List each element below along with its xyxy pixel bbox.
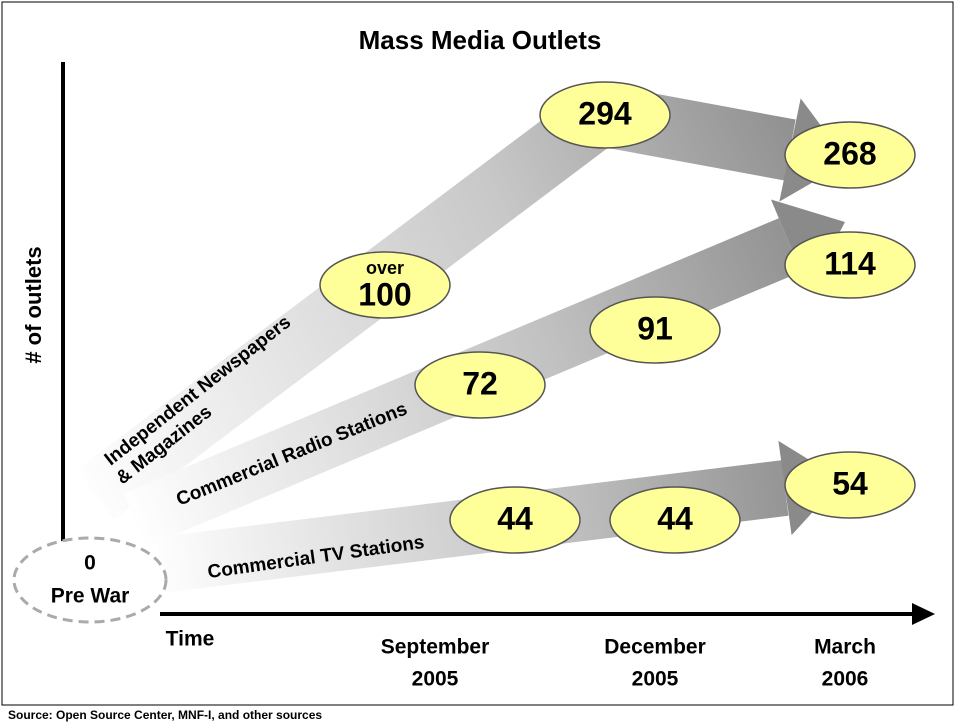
flows: Independent Newspapers& MagazinesCommerc…: [12, 81, 916, 624]
origin-value: 0: [84, 552, 96, 575]
value: 44: [657, 500, 693, 536]
y-axis-label: # of outlets: [21, 246, 46, 363]
value-bubble: [589, 296, 721, 364]
period-month: September: [381, 636, 490, 659]
value: 72: [462, 365, 498, 401]
period-month: December: [604, 636, 706, 659]
title: Mass Media Outlets: [359, 25, 602, 55]
frame: [1, 1, 954, 706]
value-bubble: [539, 81, 671, 149]
origin-label: Pre War: [51, 585, 130, 608]
value-bubble: [414, 351, 546, 419]
value: 268: [823, 135, 876, 171]
source: Source: Open Source Center, MNF-I, and o…: [8, 708, 322, 722]
value-bubble: [319, 251, 451, 319]
x-axis-arrowhead: [912, 603, 935, 625]
value-bubble: [449, 486, 581, 554]
period-month: March: [814, 636, 876, 659]
value: 294: [578, 95, 632, 131]
value: 100: [358, 276, 411, 312]
value-bubble: [784, 121, 916, 189]
value: 114: [824, 245, 876, 281]
period-year: 2005: [412, 668, 459, 691]
value: 54: [832, 465, 868, 501]
value-bubble: [609, 486, 741, 554]
period-year: 2006: [822, 668, 869, 691]
value-bubble: [784, 451, 916, 519]
x-axis-label: Time: [166, 628, 215, 651]
period-year: 2005: [632, 668, 679, 691]
value: 91: [637, 310, 673, 346]
value-prefix: over: [366, 258, 404, 278]
origin-ellipse: [12, 536, 168, 624]
value: 44: [497, 500, 533, 536]
value-bubble: [784, 231, 916, 299]
